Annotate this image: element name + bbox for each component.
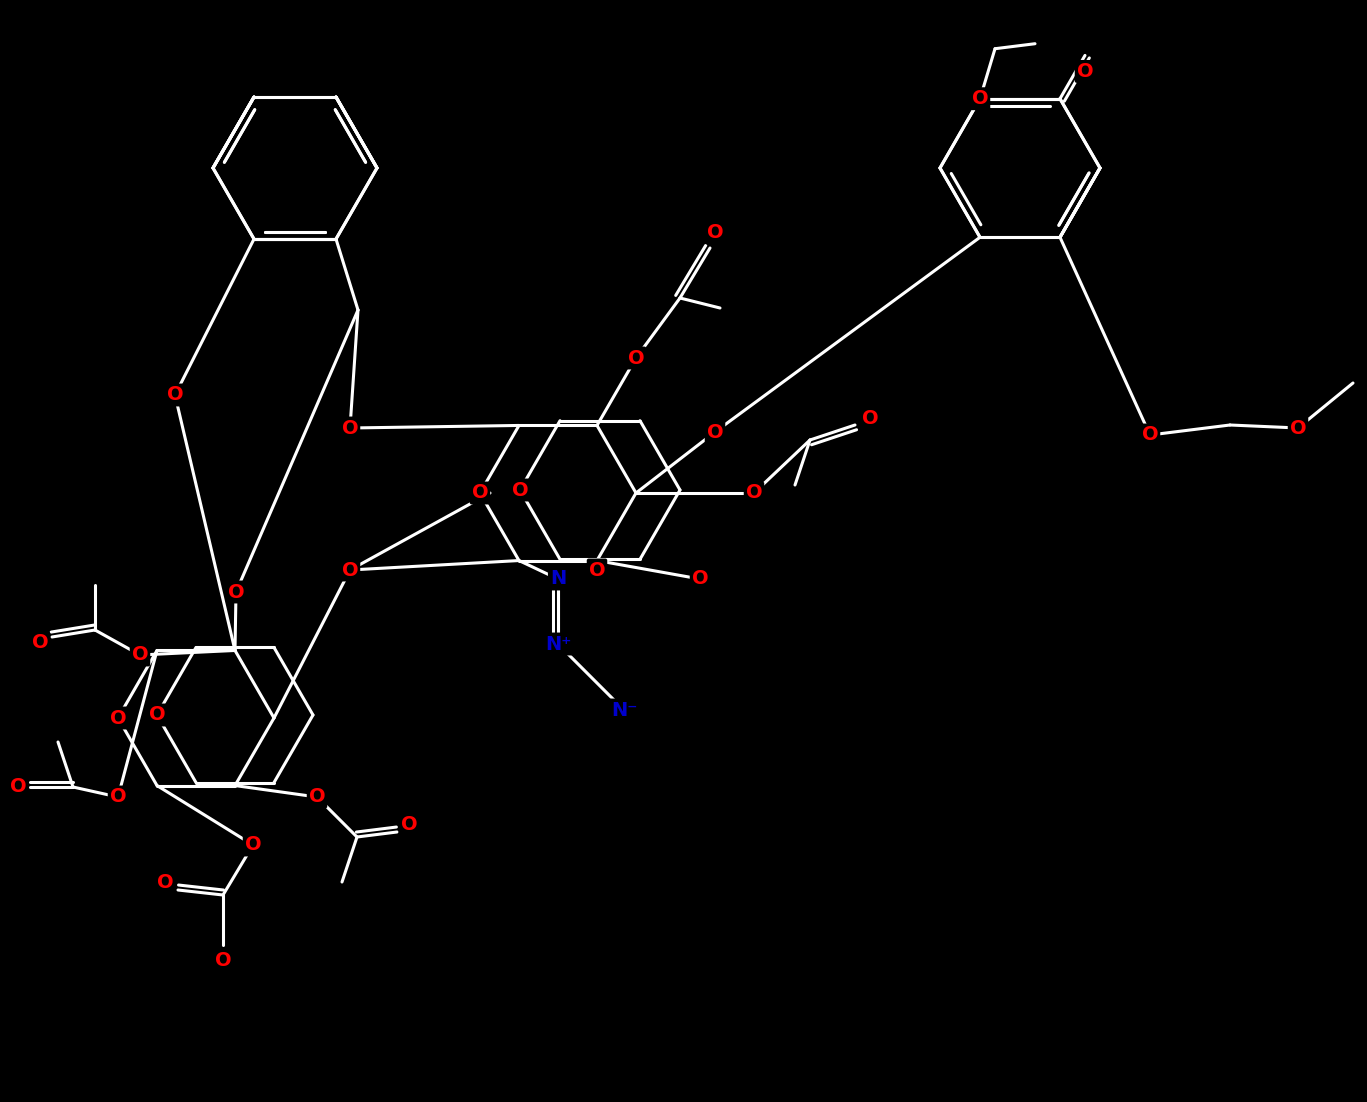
- Text: O: O: [157, 874, 174, 893]
- Text: O: O: [228, 583, 245, 602]
- Text: O: O: [10, 778, 26, 797]
- Text: O: O: [342, 419, 358, 437]
- Text: O: O: [245, 835, 261, 854]
- Text: O: O: [342, 561, 358, 580]
- Text: O: O: [167, 386, 183, 404]
- Text: N: N: [550, 570, 566, 588]
- Text: O: O: [215, 951, 231, 970]
- Text: O: O: [745, 484, 763, 503]
- Text: N⁺: N⁺: [545, 635, 571, 653]
- Text: O: O: [1077, 62, 1094, 80]
- Text: O: O: [707, 422, 723, 442]
- Text: O: O: [511, 480, 528, 499]
- Text: O: O: [1141, 425, 1158, 444]
- Text: O: O: [589, 561, 606, 580]
- Text: N⁻: N⁻: [611, 701, 637, 720]
- Text: O: O: [972, 89, 988, 108]
- Text: O: O: [861, 409, 879, 428]
- Text: O: O: [31, 634, 48, 652]
- Text: O: O: [109, 788, 126, 807]
- Text: O: O: [309, 788, 325, 807]
- Text: O: O: [131, 646, 148, 665]
- Text: O: O: [401, 814, 417, 833]
- Text: O: O: [1289, 419, 1307, 437]
- Text: O: O: [692, 570, 708, 588]
- Text: O: O: [149, 705, 165, 724]
- Text: O: O: [707, 224, 723, 242]
- Text: O: O: [472, 484, 488, 503]
- Text: O: O: [627, 348, 644, 367]
- Text: O: O: [109, 709, 126, 727]
